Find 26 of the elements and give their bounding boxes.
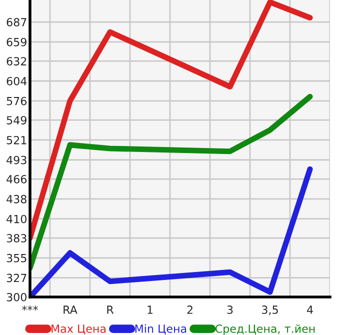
y-tick-label: 383 <box>6 234 26 242</box>
legend-label: Min Цена <box>135 324 186 334</box>
y-tick-label: 549 <box>6 116 26 124</box>
x-tick-label: 2 <box>187 306 192 314</box>
x-tick-label: 4 <box>307 306 313 314</box>
y-tick-label: 300 <box>6 292 26 302</box>
y-tick-label: 466 <box>6 175 27 184</box>
y-tick-label: 659 <box>6 38 26 46</box>
y-tick-label: 493 <box>6 156 26 164</box>
x-tick-label: R <box>107 306 114 314</box>
y-tick-label: 687 <box>6 18 26 26</box>
y-tick-label: 604 <box>6 76 27 86</box>
y-tick-label: 576 <box>6 96 27 106</box>
y-tick-label: 327 <box>6 274 26 282</box>
x-tick-label: 3,5 <box>262 306 278 316</box>
legend-label: Max Цена <box>52 324 106 334</box>
x-tick-label: 1 <box>148 306 153 314</box>
y-tick-label: 632 <box>6 57 26 66</box>
x-tick-label: RA <box>64 306 78 314</box>
x-tick-label: *** <box>22 306 38 311</box>
y-tick-label: 410 <box>6 214 26 224</box>
y-tick-label: 355 <box>6 254 26 262</box>
x-tick-label: 3 <box>227 306 233 314</box>
y-tick-label: 438 <box>6 194 26 204</box>
legend-label: Сред.Цена, т.йен <box>215 324 315 335</box>
y-tick-label: 521 <box>6 136 26 144</box>
